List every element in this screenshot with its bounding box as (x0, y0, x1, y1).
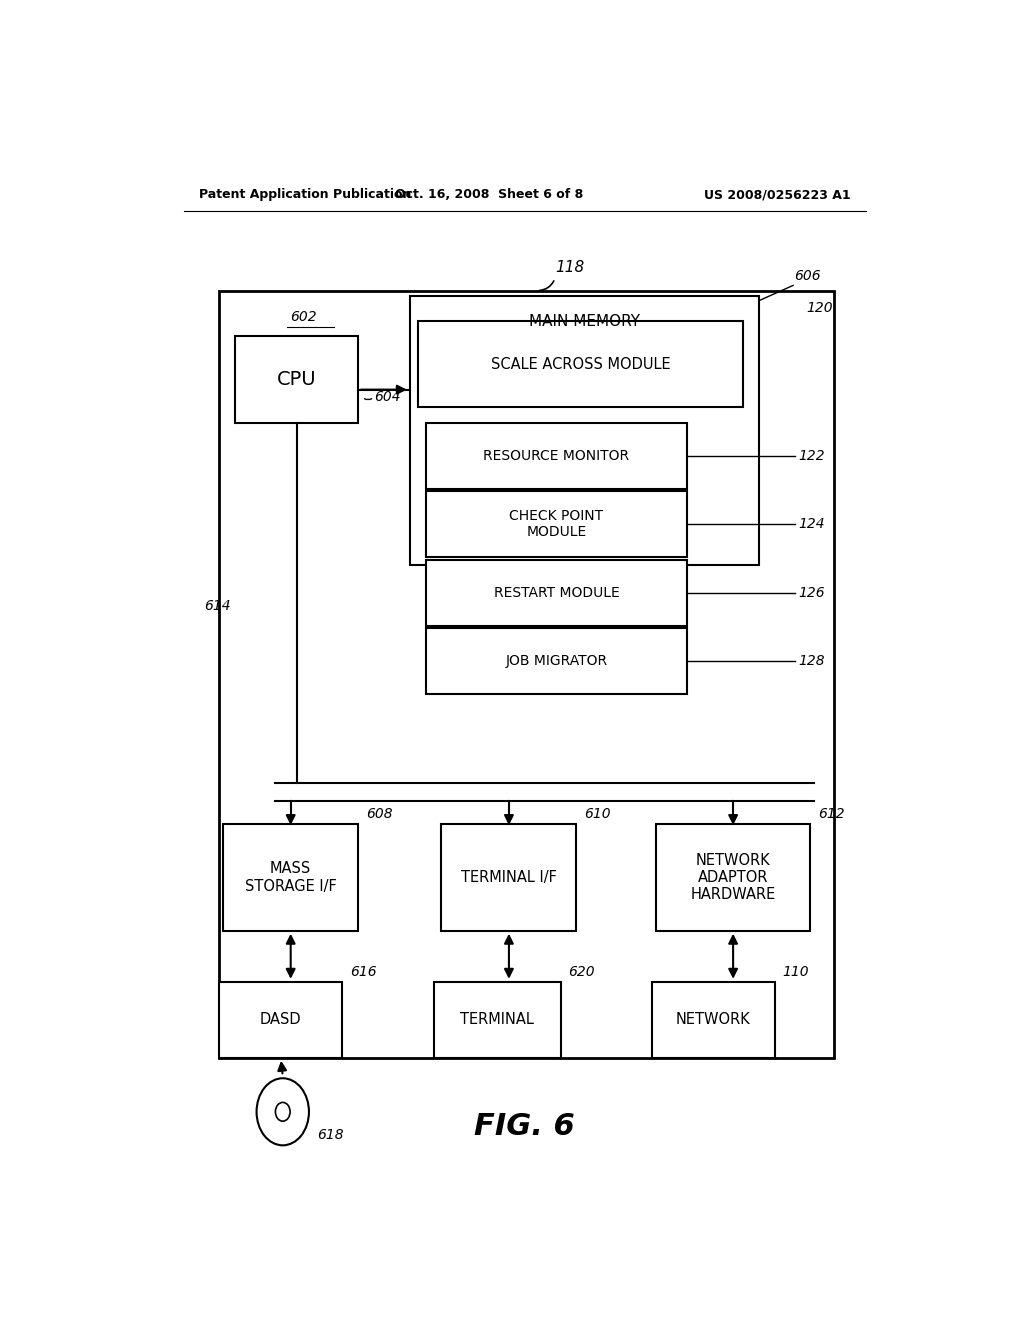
Text: DASD: DASD (260, 1012, 302, 1027)
Text: 120: 120 (807, 301, 834, 314)
Text: 612: 612 (818, 807, 845, 821)
Text: 610: 610 (585, 807, 611, 821)
Bar (426, 422, 687, 488)
Text: 128: 128 (799, 653, 825, 668)
Bar (223, 824, 358, 931)
Text: 118: 118 (555, 260, 585, 276)
Text: 602: 602 (291, 310, 317, 325)
Bar (433, 982, 560, 1057)
Bar (410, 296, 759, 565)
Text: 604: 604 (374, 391, 400, 404)
Text: 614: 614 (205, 598, 231, 612)
Bar (426, 628, 687, 694)
Text: 616: 616 (350, 965, 377, 978)
Text: RESOURCE MONITOR: RESOURCE MONITOR (483, 449, 630, 463)
Text: 608: 608 (367, 807, 393, 821)
Text: 124: 124 (799, 517, 825, 531)
Text: FIG. 6: FIG. 6 (474, 1111, 575, 1140)
Text: MAIN MEMORY: MAIN MEMORY (528, 314, 640, 329)
Text: 122: 122 (799, 449, 825, 463)
Text: SCALE ACROSS MODULE: SCALE ACROSS MODULE (490, 356, 670, 372)
Bar (418, 321, 743, 408)
Text: JOB MIGRATOR: JOB MIGRATOR (506, 653, 607, 668)
Bar (426, 560, 687, 626)
Bar (219, 982, 342, 1057)
Bar (441, 824, 577, 931)
Text: 110: 110 (782, 965, 809, 978)
Text: 618: 618 (316, 1129, 343, 1142)
Text: 620: 620 (568, 965, 595, 978)
Bar (655, 824, 811, 931)
Text: NETWORK
ADAPTOR
HARDWARE: NETWORK ADAPTOR HARDWARE (690, 853, 776, 903)
Text: 606: 606 (795, 269, 821, 284)
Text: US 2008/0256223 A1: US 2008/0256223 A1 (703, 189, 850, 202)
Text: Oct. 16, 2008  Sheet 6 of 8: Oct. 16, 2008 Sheet 6 of 8 (395, 189, 584, 202)
Text: Patent Application Publication: Patent Application Publication (200, 189, 412, 202)
Text: RESTART MODULE: RESTART MODULE (494, 586, 620, 599)
Text: TERMINAL I/F: TERMINAL I/F (461, 870, 557, 884)
Bar (652, 982, 775, 1057)
Text: CHECK POINT
MODULE: CHECK POINT MODULE (510, 508, 603, 539)
Text: NETWORK: NETWORK (676, 1012, 751, 1027)
Text: MASS
STORAGE I/F: MASS STORAGE I/F (245, 862, 337, 894)
Bar (426, 491, 687, 557)
Text: CPU: CPU (276, 370, 316, 389)
Text: TERMINAL: TERMINAL (460, 1012, 534, 1027)
Bar (236, 337, 358, 422)
Bar (219, 290, 835, 1057)
Text: 126: 126 (799, 586, 825, 599)
